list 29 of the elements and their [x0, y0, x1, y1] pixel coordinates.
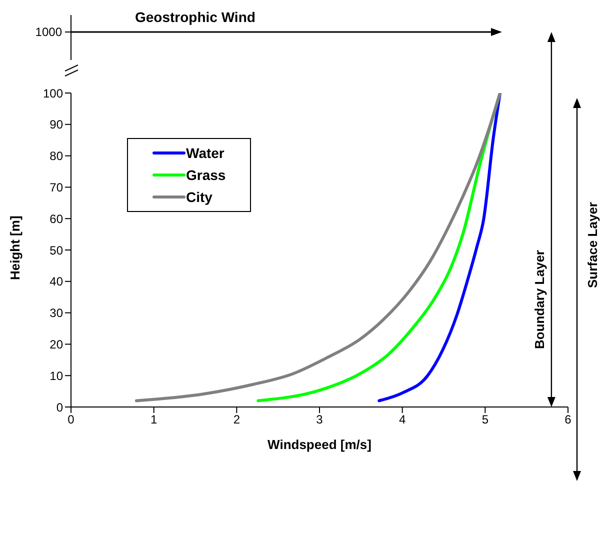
y-tick-label: 100	[42, 86, 64, 100]
line-series	[134, 93, 502, 402]
text: Geostrophic Wind	[135, 9, 256, 25]
x-tick-label: 2	[233, 412, 240, 427]
y-tick-label: 80	[50, 149, 64, 164]
y-tick-label: 50	[50, 243, 64, 258]
y-tick-label: 70	[50, 180, 64, 194]
y-tick-label: 30	[50, 306, 64, 320]
x-tick-label: 3	[316, 412, 324, 427]
y-tick-label: 90	[50, 118, 64, 132]
y-tick-label: 10	[50, 368, 64, 383]
legend-label: Grass	[186, 167, 226, 183]
text: 1000	[35, 25, 62, 39]
ref-line-label: Boundary Layer	[532, 250, 548, 349]
y-tick-label: 40	[50, 274, 64, 289]
y-axis-title: Height [m]	[8, 216, 23, 280]
x-tick-label: 0	[68, 412, 75, 427]
line-series	[378, 93, 502, 402]
y-tick-label: 20	[50, 337, 64, 352]
legend-label: Water	[186, 145, 224, 161]
y-tick-label: 60	[50, 212, 64, 226]
legend-label: City	[186, 189, 212, 205]
x-axis-title: Windspeed [m/s]	[268, 437, 372, 452]
x-tick-label: 1	[150, 412, 158, 427]
text: Surface Layer	[585, 202, 600, 288]
x-tick-label: 4	[398, 412, 406, 427]
x-tick-label: 6	[564, 412, 572, 427]
x-tick-label: 5	[482, 412, 489, 427]
y-tick-label: 0	[56, 400, 64, 414]
